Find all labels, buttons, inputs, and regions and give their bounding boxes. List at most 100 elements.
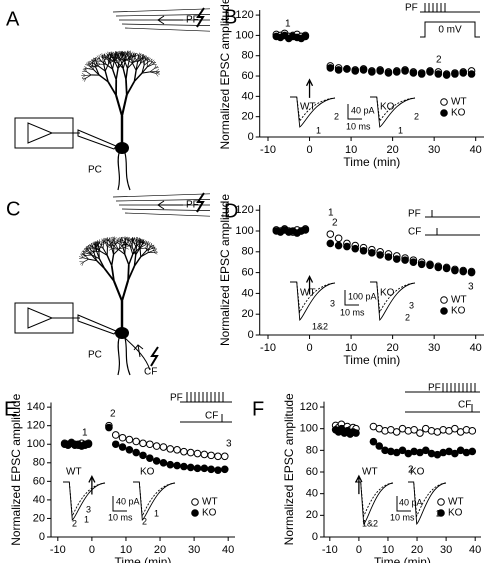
y-tick-label: 100 bbox=[235, 225, 253, 237]
dendrite bbox=[96, 63, 101, 65]
dendrite bbox=[117, 237, 121, 242]
dendrite bbox=[143, 61, 149, 66]
data-point bbox=[180, 462, 188, 471]
dendrite bbox=[82, 77, 87, 81]
x-tick-label: 0 bbox=[356, 544, 362, 556]
inset-label: 1 bbox=[316, 125, 321, 135]
dendrite bbox=[144, 245, 148, 249]
dendrite bbox=[105, 239, 108, 244]
data-point bbox=[392, 255, 401, 263]
inset-label: 3 bbox=[330, 298, 335, 308]
dendrite bbox=[111, 238, 113, 243]
dendrite bbox=[108, 247, 113, 249]
scale-bar bbox=[347, 104, 362, 120]
dendrite bbox=[112, 248, 119, 250]
dendrite bbox=[96, 55, 100, 60]
dendrite bbox=[147, 241, 149, 246]
dendrite bbox=[97, 59, 102, 62]
data-point bbox=[301, 226, 310, 234]
dendrite bbox=[115, 53, 118, 58]
dendrite bbox=[128, 50, 131, 55]
dendrite bbox=[112, 280, 123, 302]
dendrite bbox=[89, 61, 94, 64]
inset-label: 2 bbox=[414, 111, 419, 121]
dendrite bbox=[154, 64, 157, 69]
dendrite bbox=[108, 248, 113, 251]
dendrite bbox=[152, 62, 157, 65]
dendrite bbox=[93, 63, 99, 67]
trace bbox=[133, 481, 176, 518]
x-tick-label: 40 bbox=[470, 342, 482, 354]
dendrite bbox=[113, 237, 117, 241]
dendrite bbox=[152, 246, 156, 251]
dendrite bbox=[123, 242, 128, 246]
dendrite bbox=[127, 265, 136, 281]
y-tick-label: 0 bbox=[248, 329, 254, 341]
y-axis-label: Normalized EPSC amplitude bbox=[218, 194, 232, 346]
dendrite bbox=[116, 239, 119, 244]
dendrite bbox=[90, 250, 95, 252]
data-point bbox=[369, 437, 378, 446]
dendrite bbox=[102, 242, 107, 244]
legend-marker bbox=[437, 498, 445, 506]
dendrite bbox=[125, 56, 131, 62]
dendrite bbox=[85, 252, 92, 255]
data-point bbox=[125, 435, 134, 444]
dendrite bbox=[133, 237, 137, 242]
inset-label: KO bbox=[140, 467, 155, 478]
legend-label: WT bbox=[448, 497, 464, 508]
dendrite bbox=[81, 75, 86, 79]
dendrite bbox=[91, 254, 100, 260]
dendrite bbox=[124, 238, 129, 242]
dendrite bbox=[81, 261, 84, 266]
axon bbox=[124, 337, 131, 376]
dendrite bbox=[111, 254, 115, 266]
dendrite bbox=[154, 67, 159, 69]
dendrite bbox=[119, 51, 123, 56]
x-tick-label: 20 bbox=[411, 544, 423, 556]
climbing-fiber bbox=[123, 336, 151, 371]
protocol-label: CF bbox=[408, 227, 421, 238]
dendrite bbox=[105, 63, 113, 70]
inset-label: 3 bbox=[86, 504, 91, 514]
y-tick-label: 40 bbox=[33, 494, 45, 506]
y-tick-label: 140 bbox=[27, 401, 45, 413]
data-point bbox=[451, 70, 459, 78]
y-tick-label: 60 bbox=[33, 475, 45, 487]
legend-marker bbox=[440, 296, 448, 304]
dendrite bbox=[124, 241, 128, 245]
dendrite bbox=[130, 238, 134, 243]
dendrite bbox=[143, 59, 146, 66]
dendrite bbox=[142, 55, 146, 60]
dendrite bbox=[124, 55, 127, 61]
dendrite bbox=[133, 254, 137, 267]
y-tick-label: 80 bbox=[241, 50, 253, 62]
x-tick-label: -10 bbox=[50, 544, 66, 556]
inset-label: 40 pA bbox=[399, 497, 423, 507]
x-tick-label: 30 bbox=[188, 544, 200, 556]
dendrite bbox=[120, 236, 123, 242]
dendrite bbox=[103, 53, 106, 58]
x-tick-label: 10 bbox=[345, 342, 357, 354]
dendrite bbox=[105, 52, 109, 56]
dendrite bbox=[129, 238, 133, 242]
dendrite bbox=[116, 54, 120, 59]
axon bbox=[124, 152, 131, 191]
y-axis-label: Normalized EPSC amplitude bbox=[218, 0, 232, 150]
annotation: 3 bbox=[468, 282, 474, 293]
dendrite bbox=[103, 58, 107, 65]
dendrite bbox=[112, 236, 115, 241]
data-point bbox=[451, 449, 459, 458]
dendrite bbox=[89, 63, 94, 67]
dendrite bbox=[90, 59, 95, 63]
annotation: 2 bbox=[110, 409, 116, 420]
dendrite bbox=[112, 55, 117, 58]
data-point bbox=[214, 466, 222, 475]
annotation: 2 bbox=[408, 465, 414, 476]
x-tick-label: -10 bbox=[260, 144, 276, 156]
data-point bbox=[220, 452, 229, 461]
dendrite bbox=[120, 51, 125, 56]
dendrite bbox=[128, 238, 131, 243]
dendrite bbox=[122, 51, 125, 56]
dendrite bbox=[105, 58, 110, 60]
